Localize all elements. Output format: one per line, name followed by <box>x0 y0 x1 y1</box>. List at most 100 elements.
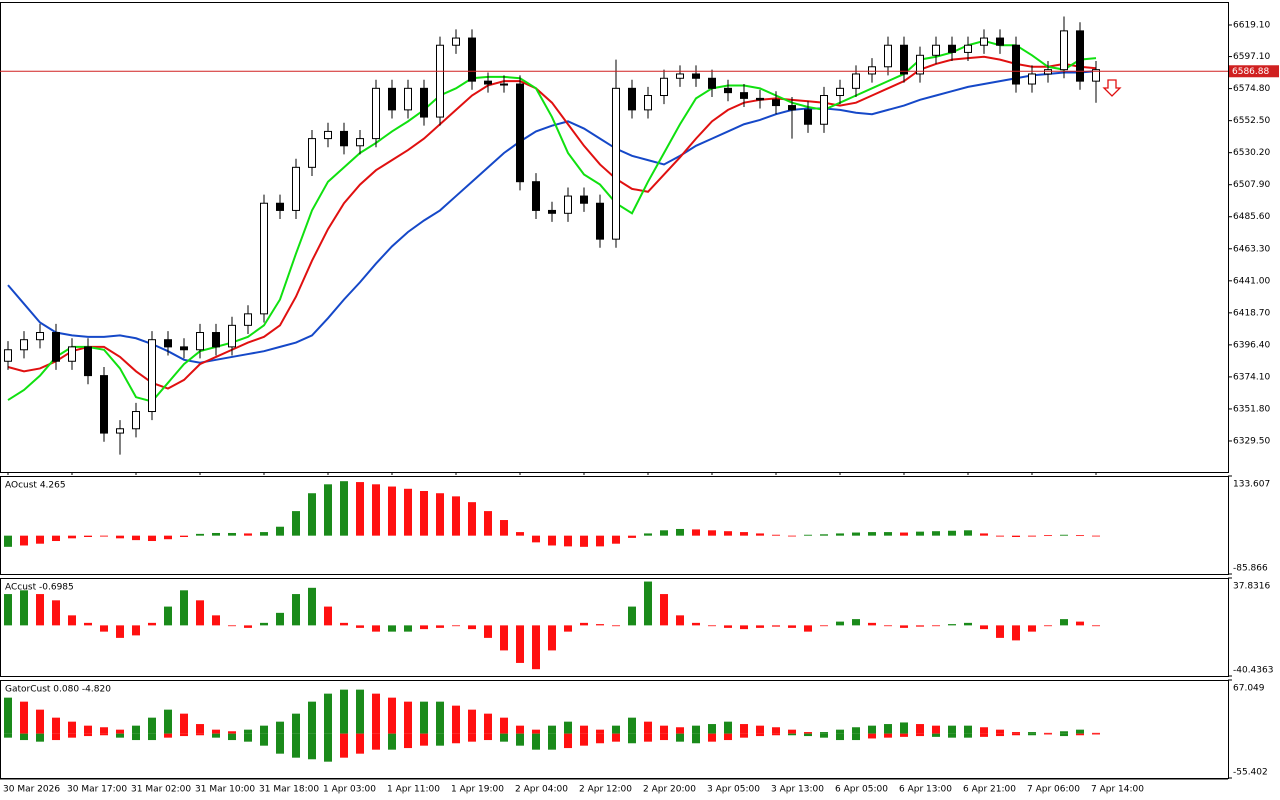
histogram-bar <box>340 481 348 536</box>
histogram-bar <box>1044 535 1052 537</box>
gator-bar <box>308 701 316 734</box>
candle-body <box>900 44 908 75</box>
candle-body <box>948 44 956 53</box>
candle-body <box>660 77 668 97</box>
histogram-bar <box>676 615 684 626</box>
gator-bar <box>180 733 188 737</box>
panel-frame <box>0 476 1229 575</box>
gator-bar <box>436 733 444 746</box>
histogram-bar <box>1076 621 1084 626</box>
histogram-bar <box>820 534 828 536</box>
histogram-bar <box>772 534 780 536</box>
candle-body <box>1076 30 1084 82</box>
histogram-bar <box>740 625 748 630</box>
candle-body <box>324 130 332 140</box>
histogram-bar <box>788 625 796 628</box>
gator-bar <box>532 729 540 734</box>
y-tick-label: 6619.10 <box>1233 20 1270 30</box>
gator-bar <box>740 733 748 738</box>
x-tick-label: 1 Apr 11:00 <box>387 785 440 795</box>
gator-bar <box>404 733 412 749</box>
histogram-bar <box>308 493 316 536</box>
histogram-bar <box>180 535 188 537</box>
candle-body <box>852 73 860 89</box>
gator-bar <box>1092 732 1100 734</box>
histogram-bar <box>196 533 204 536</box>
histogram-bar <box>692 529 700 536</box>
histogram-bar <box>1092 535 1100 537</box>
gator-bar <box>740 724 748 734</box>
histogram-bar <box>324 606 332 626</box>
histogram-bar <box>612 535 620 544</box>
histogram-bar <box>452 496 460 536</box>
x-tick-label: 2 Apr 04:00 <box>515 785 568 795</box>
histogram-bar <box>932 625 940 627</box>
candle-body <box>724 87 732 94</box>
candle-body <box>788 105 796 111</box>
histogram-bar <box>564 625 572 632</box>
histogram-bar <box>1092 625 1100 627</box>
histogram-bar <box>148 535 156 542</box>
histogram-bar <box>916 531 924 536</box>
histogram-bar <box>36 535 44 544</box>
gator-bar <box>260 733 268 746</box>
histogram-bar <box>724 625 732 628</box>
gator-bar <box>564 721 572 734</box>
gator-bar <box>884 724 892 734</box>
gator-bar <box>420 701 428 734</box>
histogram-bar <box>708 530 716 536</box>
gator-bar <box>852 727 860 734</box>
histogram-bar <box>484 511 492 536</box>
candle-body <box>692 73 700 79</box>
y-tick-label: 6552.50 <box>1233 116 1270 126</box>
histogram-bar <box>500 520 508 536</box>
sell-arrow <box>1102 79 1122 97</box>
candle-body <box>1044 69 1052 75</box>
histogram-bar <box>372 484 380 536</box>
gator-bar <box>388 733 396 750</box>
panel-frame <box>0 578 1229 677</box>
panel-title: GatorCust 0.080 -4.820 <box>5 685 111 695</box>
histogram-bar <box>292 511 300 536</box>
gator-bar <box>708 724 716 734</box>
gator-bar <box>484 733 492 741</box>
candle-body <box>612 87 620 240</box>
candle-body <box>404 87 412 111</box>
gator-bar <box>404 701 412 734</box>
histogram-bar <box>372 625 380 632</box>
histogram-bar <box>772 625 780 627</box>
gator-bar <box>388 697 396 734</box>
candle-body <box>292 166 300 211</box>
histogram-bar <box>548 535 556 546</box>
gator-bar <box>692 733 700 744</box>
histogram-bar <box>948 530 956 536</box>
y-tick-label: 6507.90 <box>1233 180 1270 190</box>
gator-bar <box>932 733 940 737</box>
candle-body <box>596 202 604 240</box>
histogram-bar <box>388 486 396 536</box>
histogram-bar <box>132 535 140 541</box>
gator-bar <box>548 725 556 734</box>
gator-bar <box>660 733 668 741</box>
histogram-bar <box>340 622 348 626</box>
candle-body <box>244 313 252 326</box>
histogram-bar <box>100 535 108 537</box>
x-tick-label: 31 Mar 18:00 <box>259 785 319 795</box>
gator-bar <box>1012 732 1020 734</box>
candle-body <box>484 80 492 85</box>
gator-bar <box>308 733 316 760</box>
x-tick-label: 7 Apr 14:00 <box>1091 785 1144 795</box>
gator-bar <box>580 733 588 746</box>
gator-bar <box>580 725 588 734</box>
histogram-bar <box>84 622 92 626</box>
gator-bar <box>196 724 204 734</box>
gator-bar <box>1044 733 1052 735</box>
gator-bar <box>1076 733 1084 736</box>
candle-body <box>36 332 44 341</box>
candle-body <box>148 339 156 413</box>
histogram-bar <box>868 532 876 536</box>
candle-body <box>1012 44 1020 85</box>
candle-body <box>628 87 636 111</box>
gator-bar <box>244 733 252 742</box>
histogram-bar <box>900 532 908 536</box>
